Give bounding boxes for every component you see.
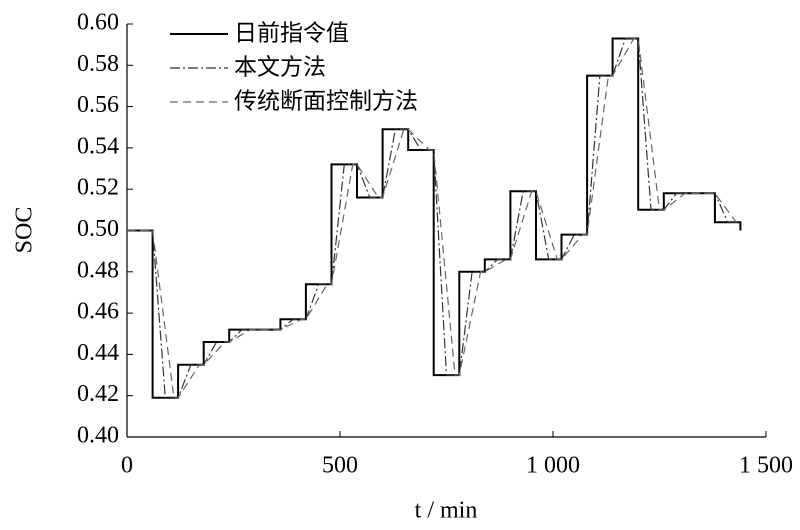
y-tick-label: 0.58 [77,51,119,77]
y-tick-label: 0.56 [77,92,119,118]
y-tick-label: 0.40 [77,423,119,449]
y-tick-label: 0.50 [77,216,119,242]
y-tick-label: 0.60 [77,10,119,36]
legend-label: 传统断面控制方法 [234,89,418,115]
series-line [127,37,741,399]
y-tick-label: 0.44 [77,340,119,366]
y-tick-label: 0.48 [77,257,119,283]
legend-label: 本文方法 [234,55,326,81]
y-axis-label: SOC [12,207,38,254]
x-tick-label: 500 [322,453,358,479]
series-line [127,37,741,399]
x-axis-label: t / min [415,498,478,524]
y-tick-label: 0.42 [77,381,119,407]
x-tick-label: 1 500 [739,453,793,479]
x-tick-label: 0 [121,453,133,479]
x-tick-label: 1 000 [526,453,580,479]
series-line [127,37,742,399]
y-tick-label: 0.52 [77,175,119,201]
legend-label: 日前指令值 [234,21,349,47]
y-tick-label: 0.46 [77,299,119,325]
y-tick-label: 0.54 [77,133,119,159]
